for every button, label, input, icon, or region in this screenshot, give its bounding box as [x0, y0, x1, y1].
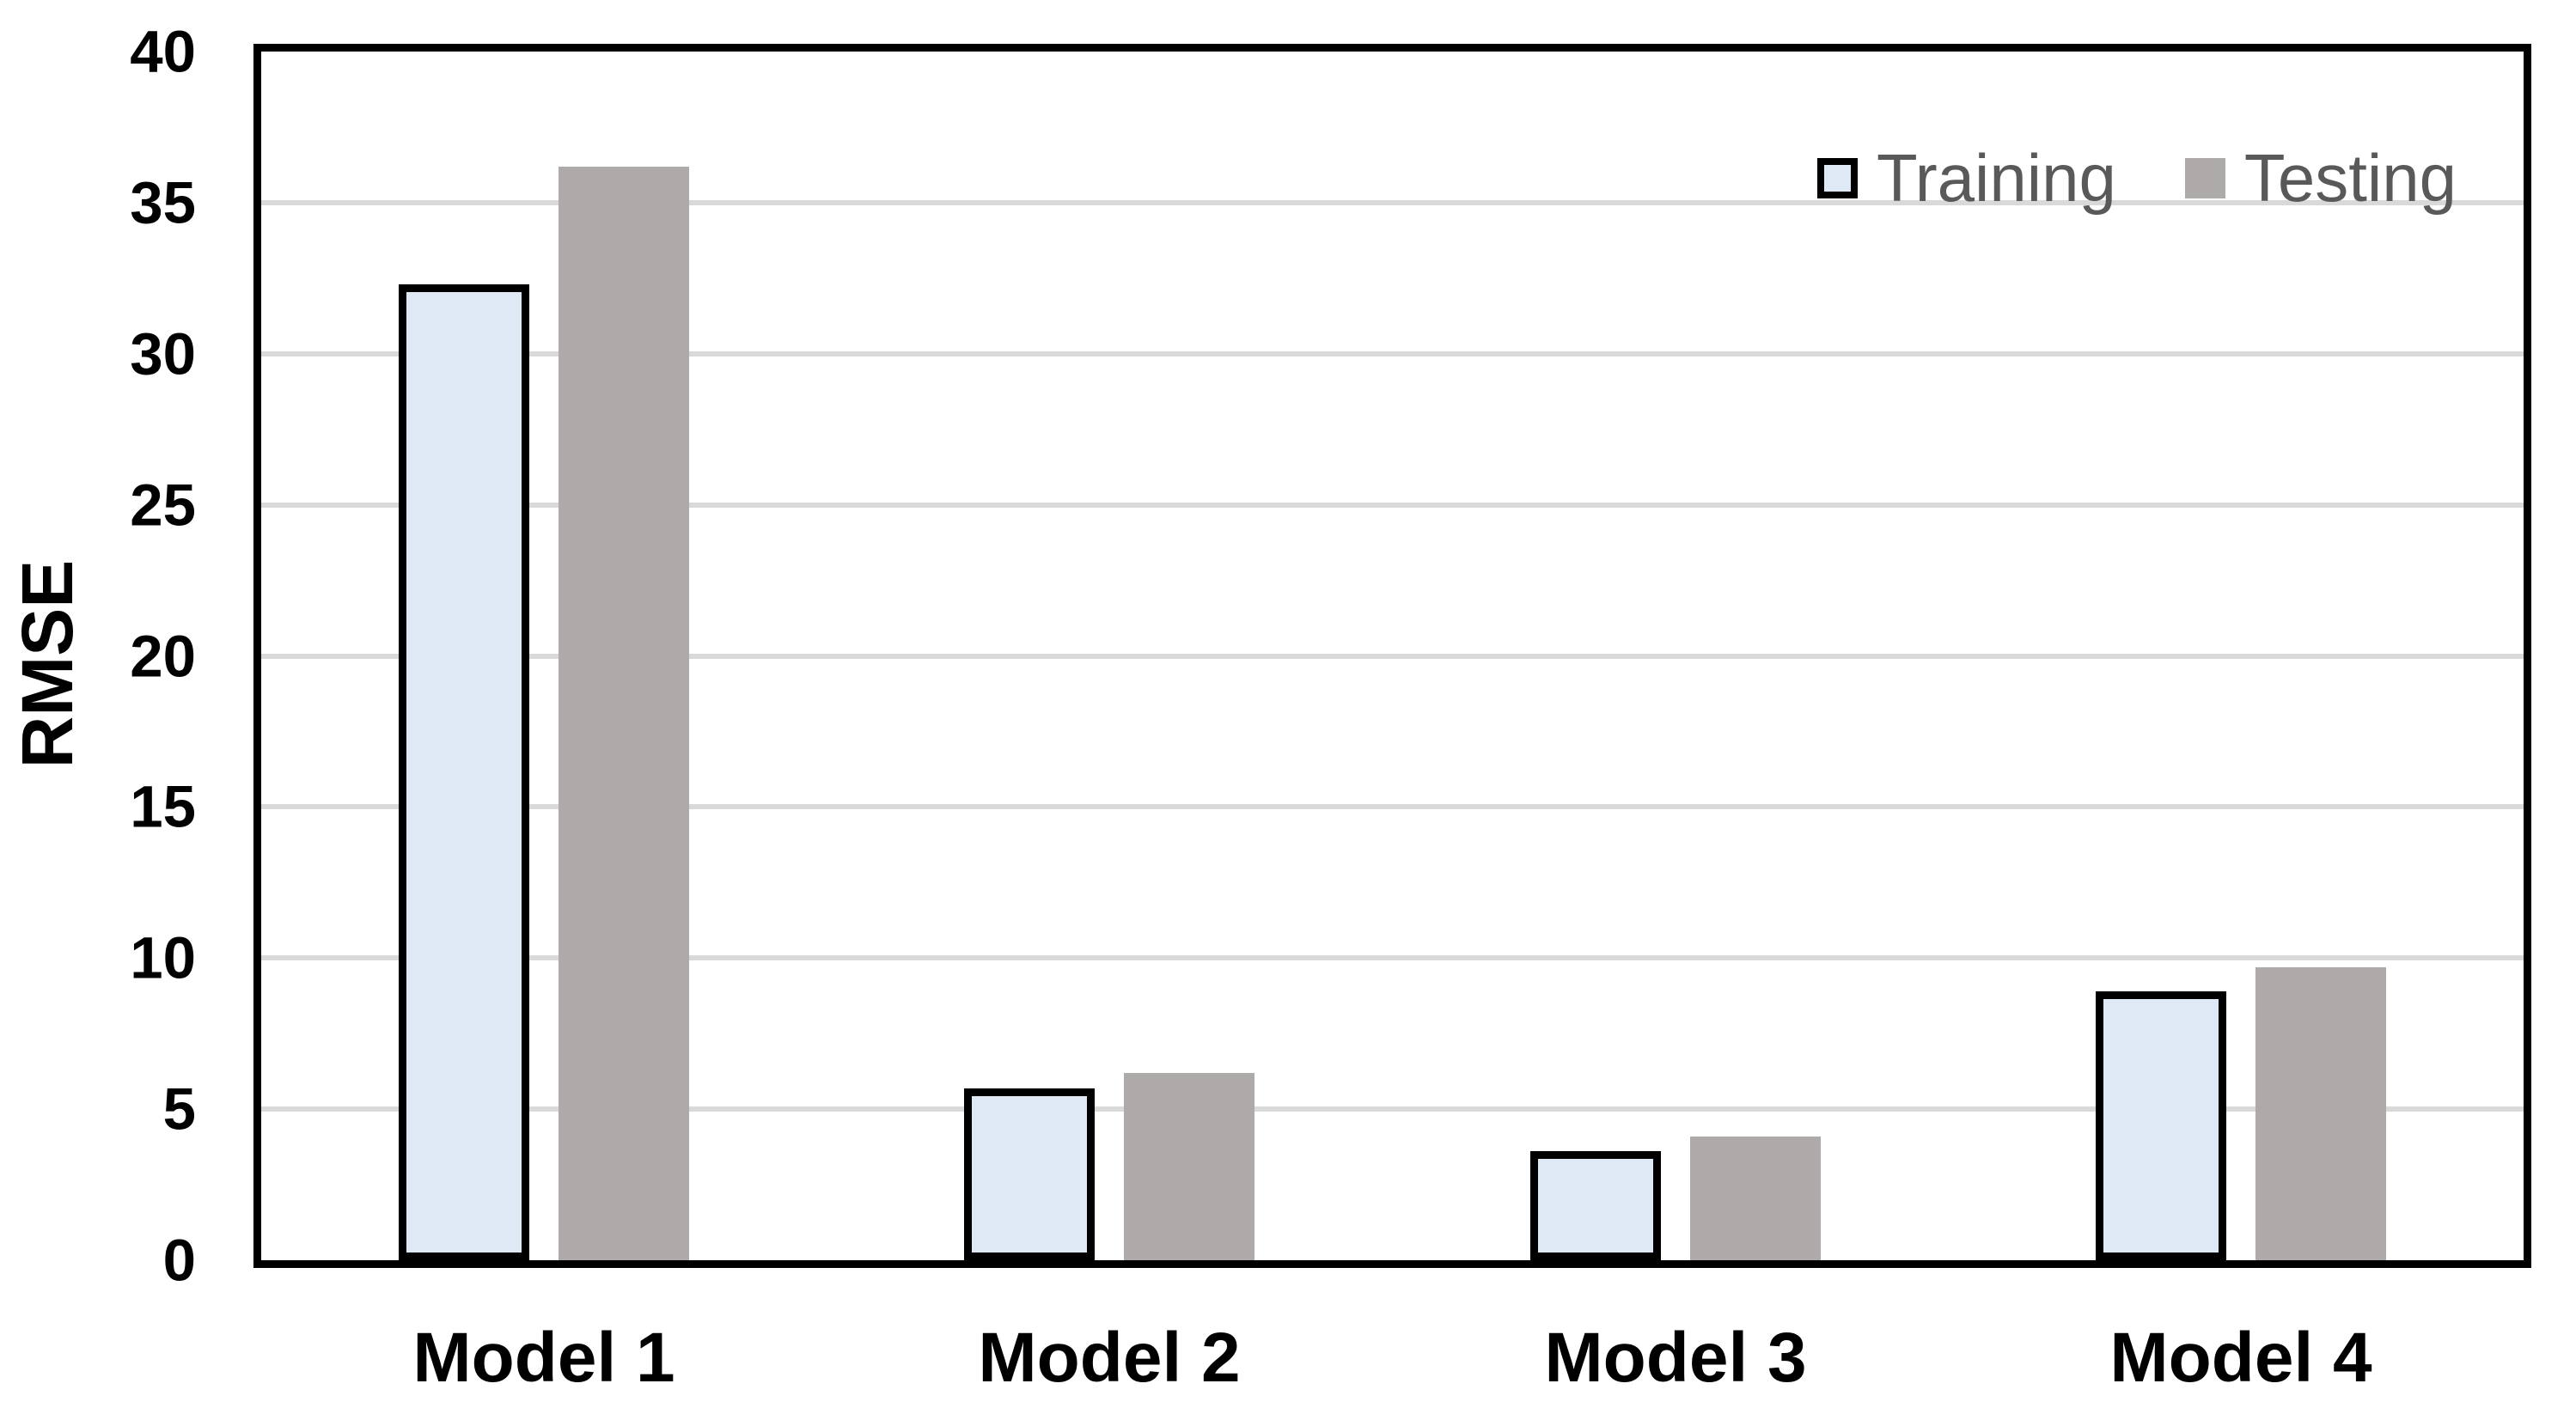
legend-entry-testing: Testing	[2184, 140, 2457, 216]
gridline-5	[261, 1106, 2524, 1112]
x-category-label-model-4: Model 4	[2109, 1319, 2372, 1397]
testing-bar-model-3	[1690, 1137, 1821, 1260]
gridline-25	[261, 502, 2524, 508]
testing-bar-model-1	[559, 167, 689, 1260]
gridline-10	[261, 955, 2524, 961]
training-bar-model-3	[1530, 1151, 1661, 1260]
testing-bar-model-2	[1124, 1073, 1254, 1260]
legend-label-testing: Testing	[2243, 140, 2457, 216]
y-tick-label-15: 15	[130, 773, 196, 840]
y-tick-label-20: 20	[130, 623, 196, 689]
legend-entry-training: Training	[1816, 140, 2116, 216]
y-tick-label-10: 10	[130, 924, 196, 991]
legend-label-training: Training	[1876, 140, 2116, 216]
training-swatch-icon	[1816, 157, 1858, 198]
gridline-20	[261, 653, 2524, 659]
training-bar-model-4	[2096, 991, 2226, 1260]
x-category-label-model-1: Model 1	[412, 1319, 675, 1397]
gridline-35	[261, 199, 2524, 205]
y-tick-label-40: 40	[130, 18, 196, 85]
gridline-30	[261, 350, 2524, 357]
y-tick-label-0: 0	[162, 1227, 196, 1294]
testing-bar-model-4	[2256, 967, 2386, 1260]
plot-area: Training Testing	[253, 44, 2531, 1268]
y-tick-label-35: 35	[130, 169, 196, 236]
testing-swatch-icon	[2184, 157, 2225, 198]
y-tick-label-25: 25	[130, 472, 196, 539]
training-bar-model-2	[964, 1088, 1095, 1260]
legend: Training Testing	[1816, 140, 2457, 216]
gridline-15	[261, 804, 2524, 810]
x-category-label-model-3: Model 3	[1544, 1319, 1807, 1397]
y-tick-label-5: 5	[162, 1076, 196, 1143]
y-tick-label-30: 30	[130, 320, 196, 387]
x-category-label-model-2: Model 2	[978, 1319, 1241, 1397]
training-bar-model-1	[399, 284, 529, 1260]
